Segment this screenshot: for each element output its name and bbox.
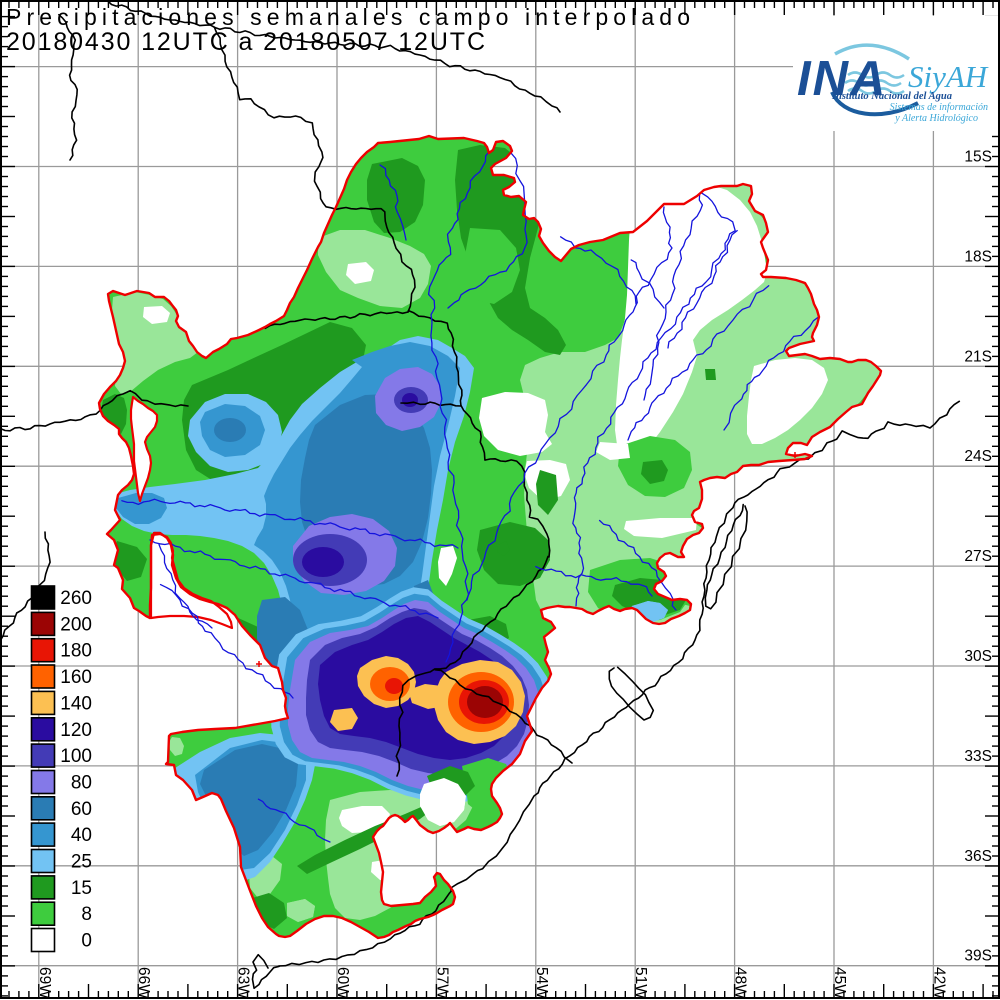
svg-text:18S: 18S xyxy=(964,248,992,265)
svg-text:20180430 12UTC a 20180507 12UT: 20180430 12UTC a 20180507 12UTC xyxy=(6,28,485,56)
svg-text:100: 100 xyxy=(60,746,92,767)
svg-text:27S: 27S xyxy=(964,548,992,565)
svg-text:48W: 48W xyxy=(732,967,749,999)
svg-text:y Alerta Hidrológico: y Alerta Hidrológico xyxy=(894,113,978,124)
svg-text:8: 8 xyxy=(81,904,92,925)
svg-text:45W: 45W xyxy=(831,967,848,999)
svg-text:Instituto Nacional del Agua: Instituto Nacional del Agua xyxy=(831,91,952,102)
svg-text:57W: 57W xyxy=(433,967,450,999)
svg-text:63W: 63W xyxy=(235,967,252,999)
svg-text:66W: 66W xyxy=(135,967,152,999)
svg-text:39S: 39S xyxy=(964,948,992,965)
svg-text:30S: 30S xyxy=(964,648,992,665)
svg-text:120: 120 xyxy=(60,720,92,741)
svg-text:33S: 33S xyxy=(964,748,992,765)
svg-text:0: 0 xyxy=(81,931,92,952)
svg-text:Sistemas de información: Sistemas de información xyxy=(890,102,988,113)
svg-text:80: 80 xyxy=(71,773,92,794)
svg-text:42W: 42W xyxy=(930,967,947,999)
svg-text:51W: 51W xyxy=(632,967,649,999)
svg-text:160: 160 xyxy=(60,667,92,688)
svg-text:180: 180 xyxy=(60,641,92,662)
svg-text:140: 140 xyxy=(60,693,92,714)
svg-text:60: 60 xyxy=(71,799,92,820)
svg-text:15S: 15S xyxy=(964,149,992,166)
svg-text:SiyAH: SiyAH xyxy=(908,59,989,94)
svg-text:60W: 60W xyxy=(334,967,351,999)
svg-text:21S: 21S xyxy=(964,348,992,365)
svg-text:24S: 24S xyxy=(964,448,992,465)
svg-text:200: 200 xyxy=(60,614,92,635)
svg-text:INA: INA xyxy=(797,52,887,106)
svg-text:260: 260 xyxy=(60,588,92,609)
svg-text:25: 25 xyxy=(71,852,92,873)
svg-text:40: 40 xyxy=(71,825,92,846)
svg-text:36S: 36S xyxy=(964,848,992,865)
svg-text:69W: 69W xyxy=(36,967,53,999)
svg-text:15: 15 xyxy=(71,878,92,899)
svg-text:54W: 54W xyxy=(533,967,550,999)
